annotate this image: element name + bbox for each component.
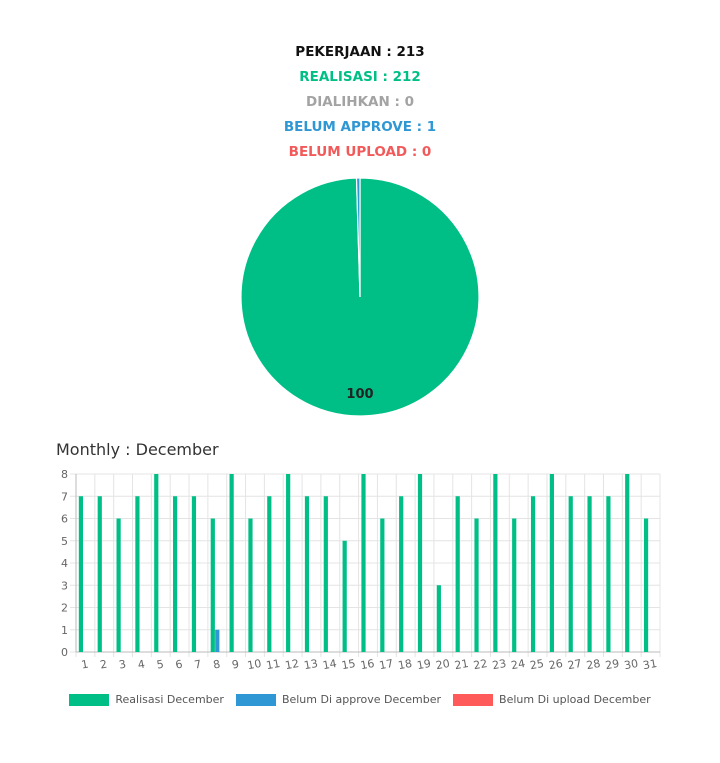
y-tick-label: 3 [61, 579, 68, 592]
belum-upload-total: BELUM UPLOAD : 0 [288, 144, 432, 160]
legend-item-belum-approve[interactable]: Belum Di approve December [235, 693, 442, 706]
y-tick-label: 6 [61, 513, 68, 526]
pekerjaan-total: PEKERJAAN : 213 [295, 44, 425, 60]
belum-approve-total: BELUM APPROVE : 1 [283, 119, 437, 135]
chart-legend: Realisasi December Belum Di approve Dece… [0, 693, 720, 706]
legend-label-belum-approve: Belum Di approve December [281, 693, 442, 706]
x-tick-label: 30 [623, 657, 639, 672]
x-tick-label: 27 [567, 657, 583, 672]
x-tick-label: 21 [454, 657, 470, 672]
bar-0-6[interactable] [173, 496, 178, 652]
dialihkan-total: DIALIHKAN : 0 [306, 94, 414, 110]
legend-swatch-belum-upload [453, 693, 494, 706]
bar-0-21[interactable] [455, 496, 460, 652]
summary-block: PEKERJAAN : 213 REALISASI : 212 DIALIHKA… [0, 40, 720, 165]
monthly-chart-title: Monthly : December [56, 440, 219, 459]
x-tick-label: 9 [231, 658, 240, 672]
bar-0-10[interactable] [248, 518, 253, 653]
legend-item-belum-upload[interactable]: Belum Di upload December [453, 693, 651, 706]
bar-0-13[interactable] [304, 496, 310, 652]
y-tick-label: 7 [61, 490, 68, 503]
bar-0-29[interactable] [606, 496, 611, 652]
x-tick-label: 12 [284, 657, 300, 672]
bar-0-16[interactable] [361, 474, 366, 652]
pie-slice-1[interactable] [355, 177, 361, 298]
bar-0-30[interactable] [625, 474, 630, 652]
bar-0-12[interactable] [286, 474, 291, 652]
bar-0-25[interactable] [530, 496, 536, 652]
x-tick-label: 20 [435, 657, 451, 672]
bar-0-2[interactable] [97, 496, 102, 652]
x-tick-label: 24 [510, 657, 526, 672]
bar-0-4[interactable] [135, 496, 140, 652]
bar-0-8[interactable] [210, 518, 215, 653]
bar-0-28[interactable] [587, 496, 592, 652]
bar-0-3[interactable] [116, 518, 121, 653]
x-tick-label: 2 [99, 658, 108, 672]
x-tick-label: 19 [416, 657, 432, 672]
x-tick-label: 22 [472, 657, 488, 672]
y-tick-label: 1 [61, 624, 68, 637]
legend-label-belum-upload: Belum Di upload December [499, 693, 651, 706]
x-tick-label: 16 [359, 657, 375, 672]
y-tick-label: 5 [61, 535, 68, 548]
x-tick-label: 10 [246, 657, 262, 672]
x-tick-label: 26 [548, 657, 564, 672]
bar-0-5[interactable] [154, 474, 159, 652]
x-tick-label: 5 [156, 658, 165, 672]
bar-0-7[interactable] [191, 496, 197, 652]
x-tick-label: 4 [137, 658, 146, 672]
realisasi-total: REALISASI : 212 [299, 69, 421, 85]
pie-chart: 100 [240, 177, 480, 417]
x-tick-label: 8 [212, 658, 221, 672]
x-tick-label: 23 [491, 657, 507, 672]
y-tick-label: 2 [61, 602, 68, 615]
pie-value-label: 100 [346, 387, 373, 402]
legend-swatch-realisasi [69, 693, 110, 706]
bar-0-26[interactable] [549, 474, 554, 652]
bar-0-20[interactable] [436, 585, 441, 652]
bar-0-24[interactable] [512, 518, 517, 653]
bar-1-8[interactable] [215, 629, 220, 652]
bar-0-1[interactable] [78, 496, 84, 652]
bar-0-22[interactable] [474, 518, 479, 653]
legend-item-realisasi[interactable]: Realisasi December [69, 693, 224, 706]
x-tick-label: 31 [642, 657, 658, 672]
y-tick-label: 4 [61, 557, 68, 570]
bar-0-11[interactable] [267, 496, 272, 652]
bar-0-23[interactable] [493, 474, 498, 652]
bar-0-19[interactable] [417, 474, 423, 652]
x-tick-label: 13 [303, 657, 319, 672]
x-tick-label: 14 [322, 657, 338, 672]
x-tick-label: 18 [397, 657, 413, 672]
x-tick-label: 7 [193, 658, 202, 672]
legend-swatch-belum-approve [235, 693, 276, 706]
bar-0-9[interactable] [229, 474, 234, 652]
x-tick-label: 11 [265, 657, 281, 672]
legend-label-realisasi: Realisasi December [115, 693, 224, 706]
x-tick-label: 15 [341, 657, 357, 672]
x-tick-label: 17 [378, 657, 394, 672]
x-tick-label: 1 [80, 658, 89, 672]
x-tick-label: 29 [604, 657, 620, 672]
bar-0-18[interactable] [399, 496, 404, 652]
y-tick-label: 0 [61, 646, 68, 659]
x-tick-label: 6 [174, 658, 183, 672]
bar-0-15[interactable] [342, 540, 347, 652]
bar-0-31[interactable] [643, 518, 649, 653]
y-tick-label: 8 [61, 468, 68, 481]
x-tick-label: 28 [585, 657, 601, 672]
x-tick-label: 25 [529, 657, 545, 672]
x-tick-label: 3 [118, 658, 127, 672]
bar-0-27[interactable] [568, 496, 573, 652]
bar-0-14[interactable] [323, 496, 328, 652]
bar-0-17[interactable] [380, 518, 385, 653]
